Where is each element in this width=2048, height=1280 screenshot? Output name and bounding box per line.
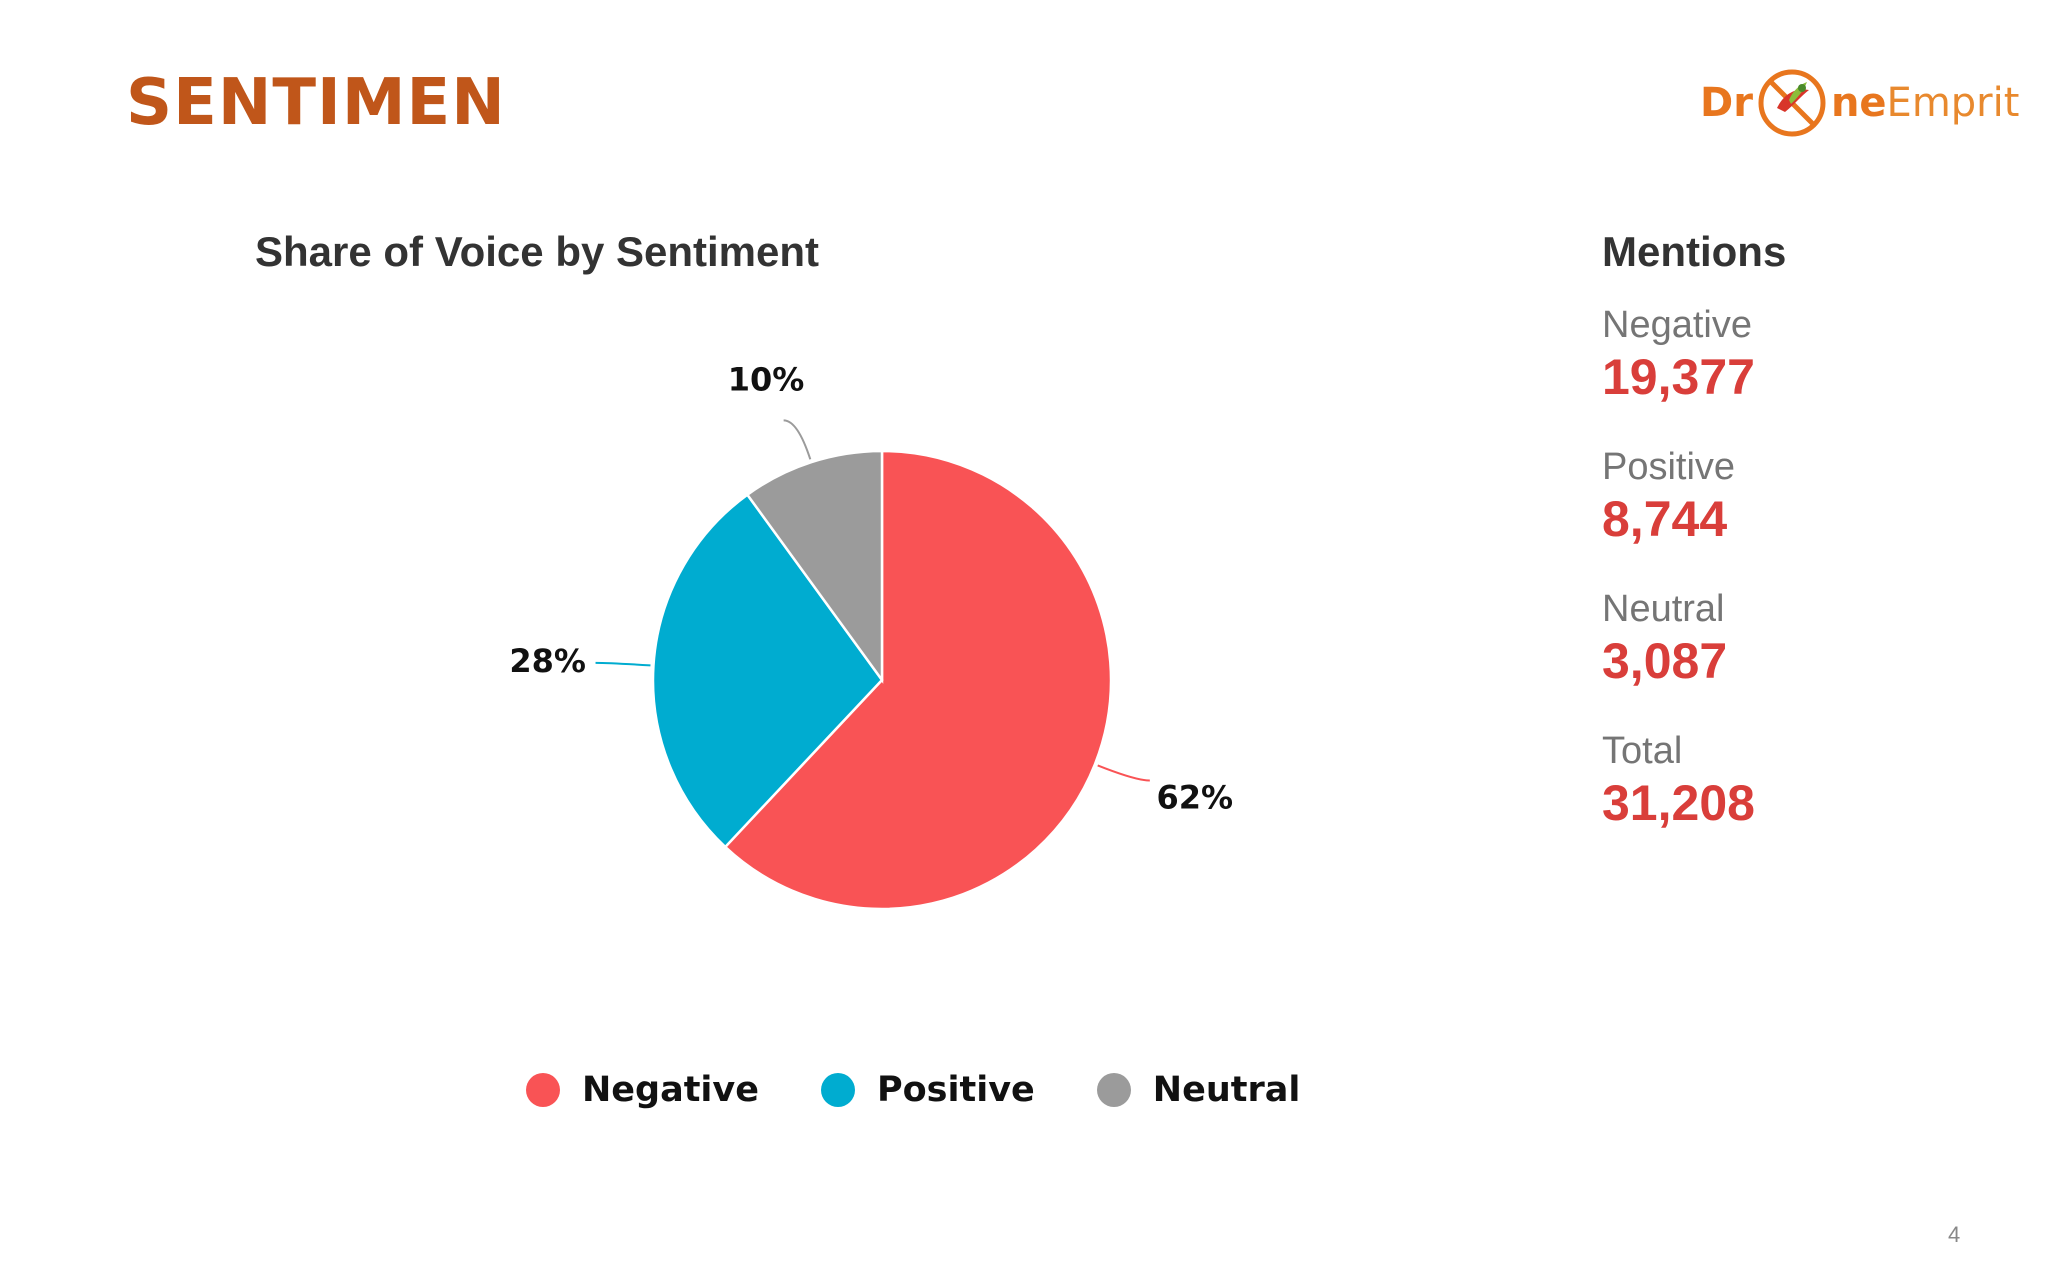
mentions-label-neutral: Neutral [1602, 588, 1725, 630]
mentions-value-neutral: 3,087 [1602, 633, 1728, 689]
drone-bird-icon [1758, 69, 1826, 137]
logo-text-ne: ne [1830, 80, 1887, 126]
pie-slices [651, 449, 1113, 911]
chart-legend: Negative Positive Neutral [526, 1070, 1362, 1110]
mentions-value-total: 31,208 [1602, 775, 1755, 831]
legend-label-neutral: Neutral [1152, 1070, 1301, 1110]
pie-slice-neutral [745, 449, 884, 684]
legend-item-positive: Positive [820, 1070, 1035, 1110]
leader-line-neutral [783, 419, 812, 460]
mentions-value-positive: 8,744 [1602, 491, 1728, 547]
legend-label-negative: Negative [582, 1070, 759, 1110]
slide-title: SENTIMEN [126, 66, 506, 140]
mentions-label-positive: Positive [1602, 446, 1736, 488]
leader-line-negative [1097, 764, 1150, 782]
mentions-title: Mentions [1602, 228, 1787, 275]
chart-title: Share of Voice by Sentiment [255, 228, 820, 275]
data-label-positive: 28% [509, 642, 586, 680]
page-number: 4 [1948, 1222, 1961, 1247]
legend-item-neutral: Neutral [1096, 1070, 1301, 1110]
legend-dot-neutral [1096, 1073, 1131, 1107]
legend-item-negative: Negative [526, 1070, 759, 1110]
legend-dot-negative [526, 1073, 560, 1107]
data-label-neutral: 10% [728, 361, 805, 399]
pie-slice-negative [723, 449, 1113, 911]
leader-line-positive [595, 661, 651, 667]
mentions-label-total: Total [1602, 730, 1683, 772]
pie-slice-positive [651, 492, 884, 849]
pie-leader-lines [595, 419, 1150, 782]
legend-dot-positive [820, 1073, 855, 1107]
drone-emprit-logo: Dr ne Emprit [1700, 66, 2019, 140]
mentions-value-negative: 19,377 [1602, 349, 1755, 405]
logo-text-dr: Dr [1700, 80, 1753, 126]
logo-text-emprit: Emprit [1886, 80, 2020, 126]
mentions-label-negative: Negative [1602, 304, 1752, 346]
data-label-negative: 62% [1156, 779, 1233, 817]
mentions-panel: Mentions Negative 19,377 Positive 8,744 … [1602, 228, 1786, 870]
legend-label-positive: Positive [876, 1070, 1035, 1110]
pie-data-labels: 62% 28% 10% [509, 361, 1233, 817]
